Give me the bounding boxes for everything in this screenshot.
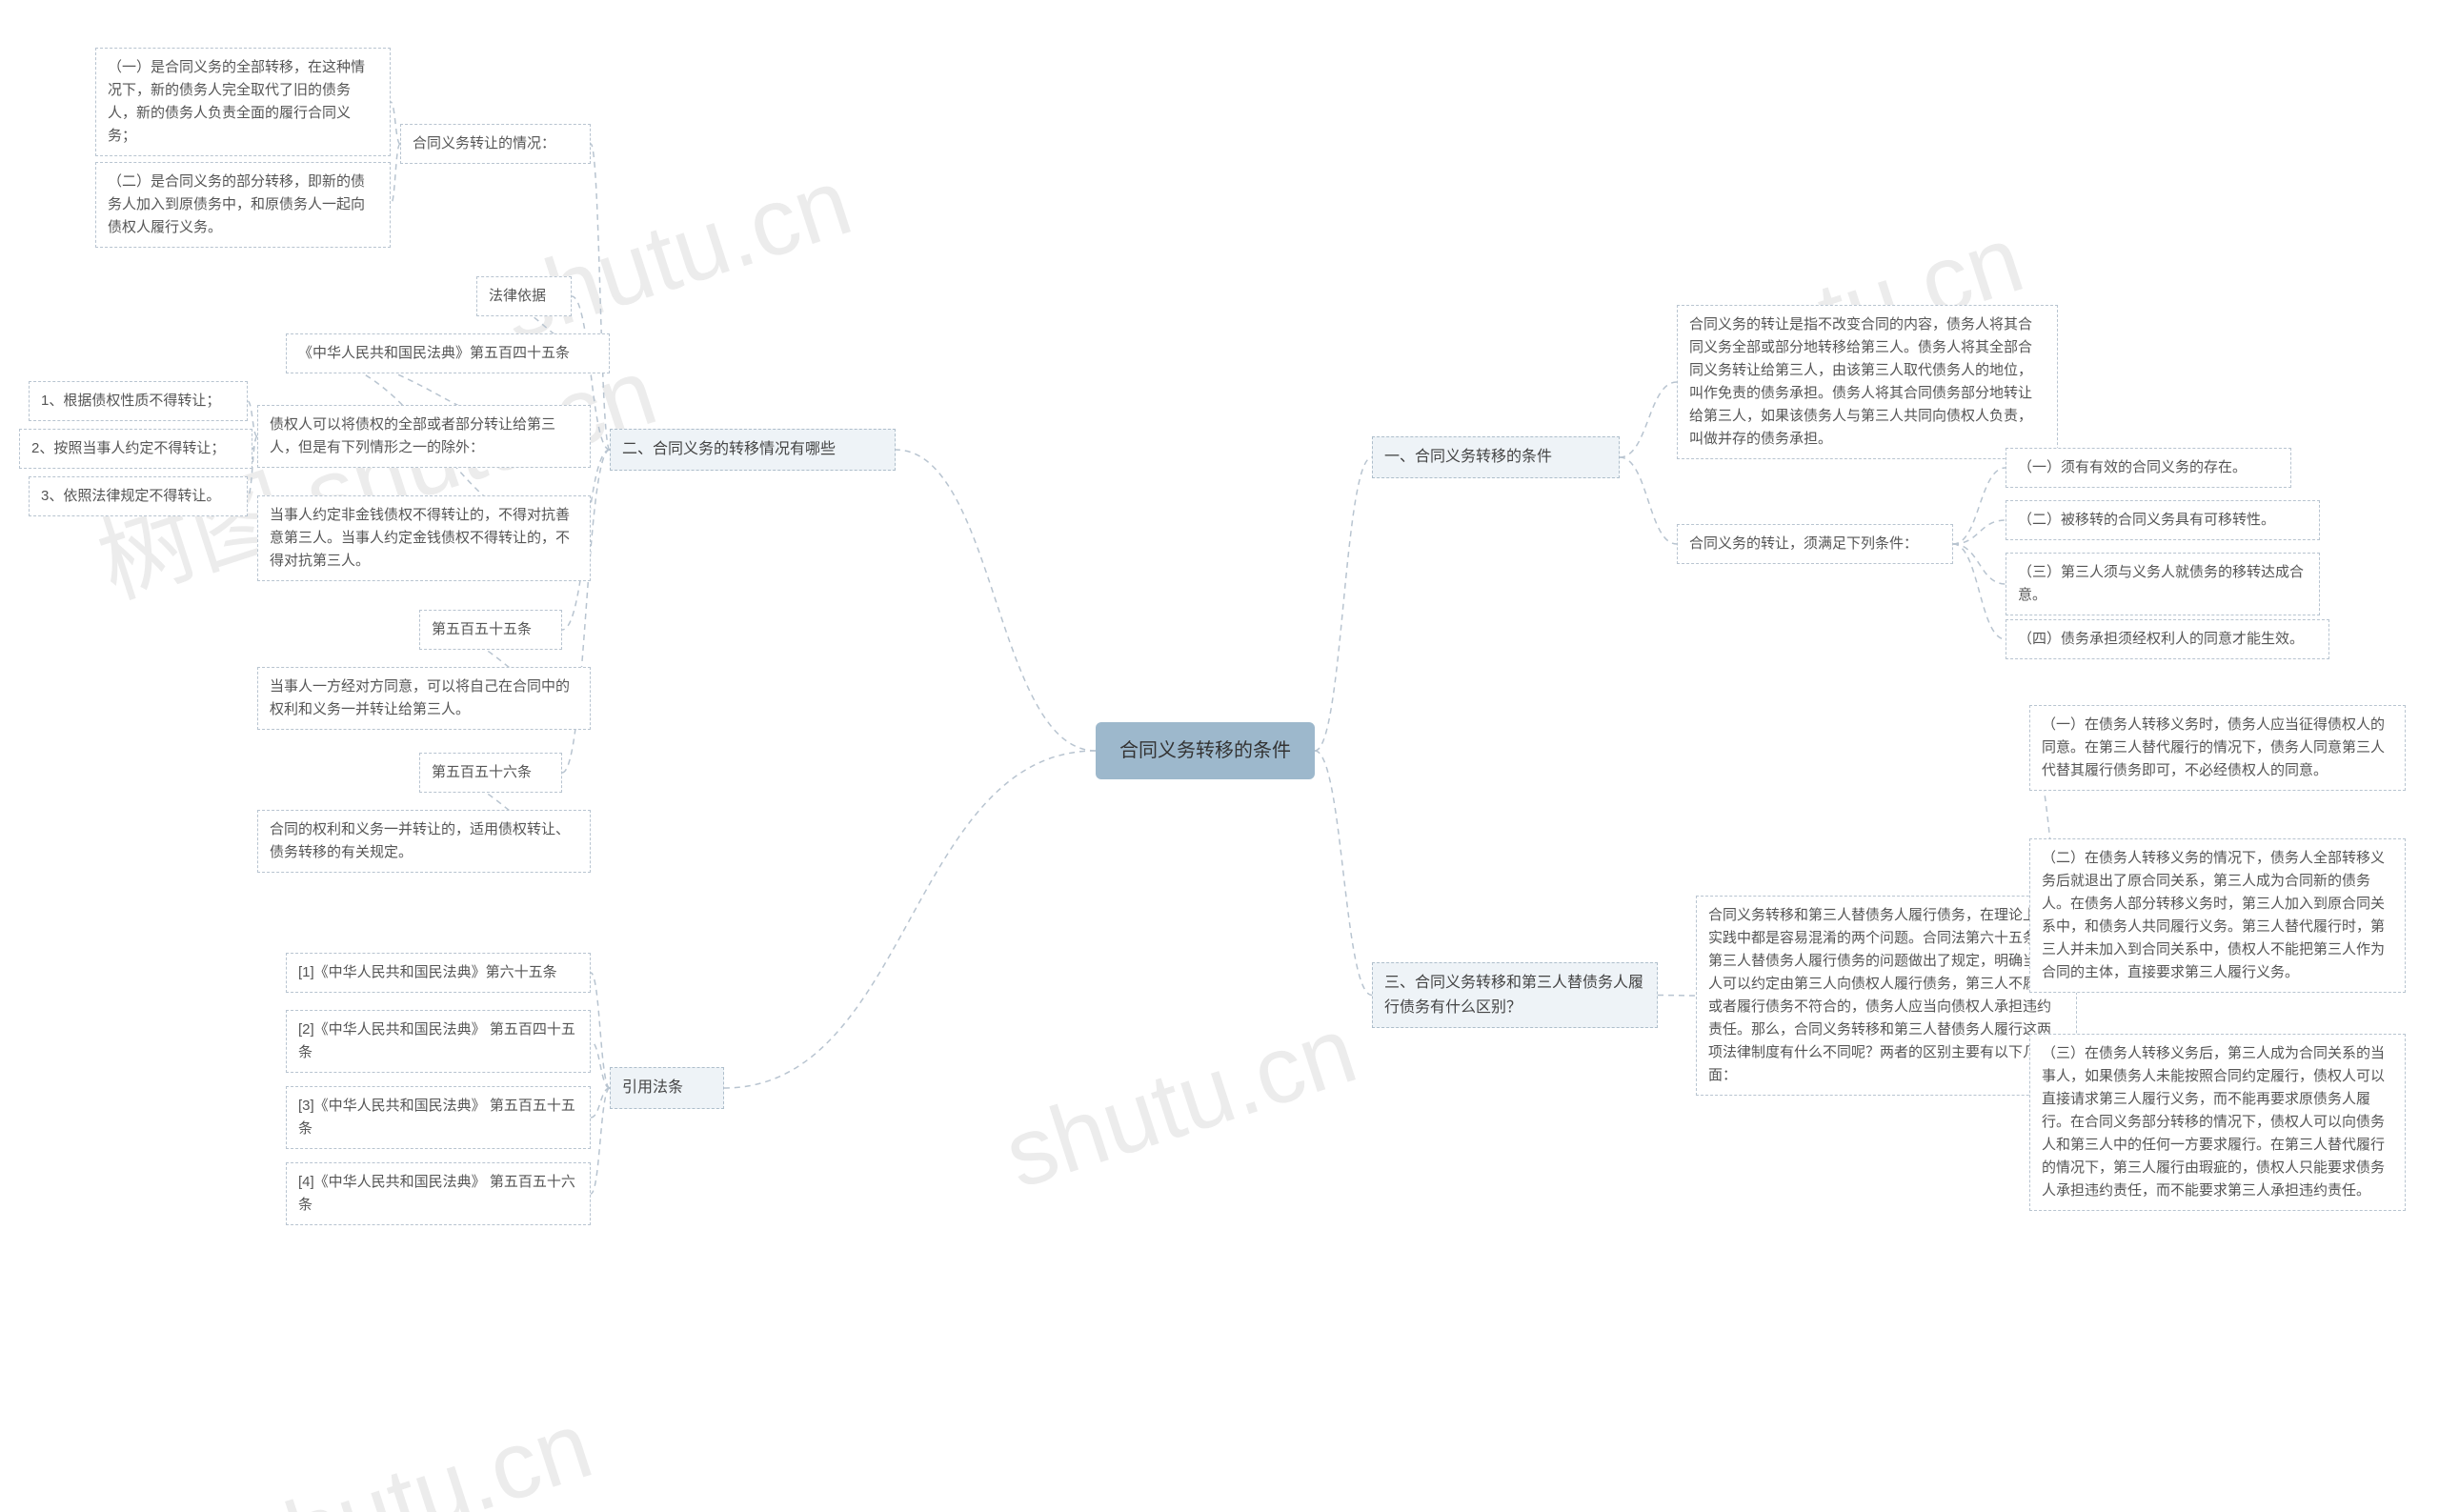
b3-diff-3: （三）在债务人转移义务后，第三人成为合同关系的当事人，如果债务人未能按照合同约定… bbox=[2029, 1034, 2406, 1211]
citation-4: [4]《中华人民共和国民法典》 第五百五十六条 bbox=[286, 1162, 591, 1225]
b3-diff-2: （二）在债务人转移义务的情况下，债务人全部转移义务后就退出了原合同关系，第三人成… bbox=[2029, 838, 2406, 993]
b1-conditions-label: 合同义务的转让，须满足下列条件： bbox=[1677, 524, 1953, 564]
branch-3: 三、合同义务转移和第三人替债务人履行债务有什么区别？ bbox=[1372, 962, 1658, 1028]
b2-situation-label: 合同义务转让的情况： bbox=[400, 124, 591, 164]
b3-description: 合同义务转移和第三人替债务人履行债务，在理论上和实践中都是容易混淆的两个问题。合… bbox=[1696, 896, 2077, 1096]
b1-condition-3: （三）第三人须与义务人就债务的移转达成合意。 bbox=[2006, 553, 2320, 615]
b2-situation-1: （一）是合同义务的全部转移，在这种情况下，新的债务人完全取代了旧的债务人，新的债… bbox=[95, 48, 391, 156]
b2-545-note: 当事人约定非金钱债权不得转让的，不得对抗善意第三人。当事人约定金钱债权不得转让的… bbox=[257, 495, 591, 581]
citation-3: [3]《中华人民共和国民法典》 第五百五十五条 bbox=[286, 1086, 591, 1149]
branch-2: 二、合同义务的转移情况有哪些 bbox=[610, 429, 896, 471]
b2-545-body: 债权人可以将债权的全部或者部分转让给第三人，但是有下列情形之一的除外： bbox=[257, 405, 591, 468]
b1-condition-4: （四）债务承担须经权利人的同意才能生效。 bbox=[2006, 619, 2329, 659]
watermark: 图 shutu.cn bbox=[105, 1367, 606, 1512]
b1-description: 合同义务的转让是指不改变合同的内容，债务人将其合同义务全部或部分地转移给第三人。… bbox=[1677, 305, 2058, 459]
b2-545-except-3: 3、依照法律规定不得转让。 bbox=[29, 476, 248, 516]
b2-556-body: 合同的权利和义务一并转让的，适用债权转让、债务转移的有关规定。 bbox=[257, 810, 591, 873]
b2-law-label: 法律依据 bbox=[476, 276, 572, 316]
b2-article-555: 第五百五十五条 bbox=[419, 610, 562, 650]
b2-situation-2: （二）是合同义务的部分转移，即新的债务人加入到原债务中，和原债务人一起向债权人履… bbox=[95, 162, 391, 248]
branch-4: 引用法条 bbox=[610, 1067, 724, 1109]
b2-545-except-1: 1、根据债权性质不得转让； bbox=[29, 381, 248, 421]
citation-1: [1]《中华人民共和国民法典》第六十五条 bbox=[286, 953, 591, 993]
citation-2: [2]《中华人民共和国民法典》 第五百四十五条 bbox=[286, 1010, 591, 1073]
b2-555-body: 当事人一方经对方同意，可以将自己在合同中的权利和义务一并转让给第三人。 bbox=[257, 667, 591, 730]
watermark: shutu.cn bbox=[992, 995, 1368, 1210]
b2-article-545: 《中华人民共和国民法典》第五百四十五条 bbox=[286, 333, 610, 373]
branch-1: 一、合同义务转移的条件 bbox=[1372, 436, 1620, 478]
b1-condition-2: （二）被移转的合同义务具有可移转性。 bbox=[2006, 500, 2320, 540]
watermark: shutu.cn bbox=[487, 147, 863, 362]
b2-article-556: 第五百五十六条 bbox=[419, 753, 562, 793]
root-node: 合同义务转移的条件 bbox=[1096, 722, 1315, 779]
b1-condition-1: （一）须有有效的合同义务的存在。 bbox=[2006, 448, 2291, 488]
b3-diff-1: （一）在债务人转移义务时，债务人应当征得债权人的同意。在第三人替代履行的情况下，… bbox=[2029, 705, 2406, 791]
b2-545-except-2: 2、按照当事人约定不得转让； bbox=[19, 429, 252, 469]
